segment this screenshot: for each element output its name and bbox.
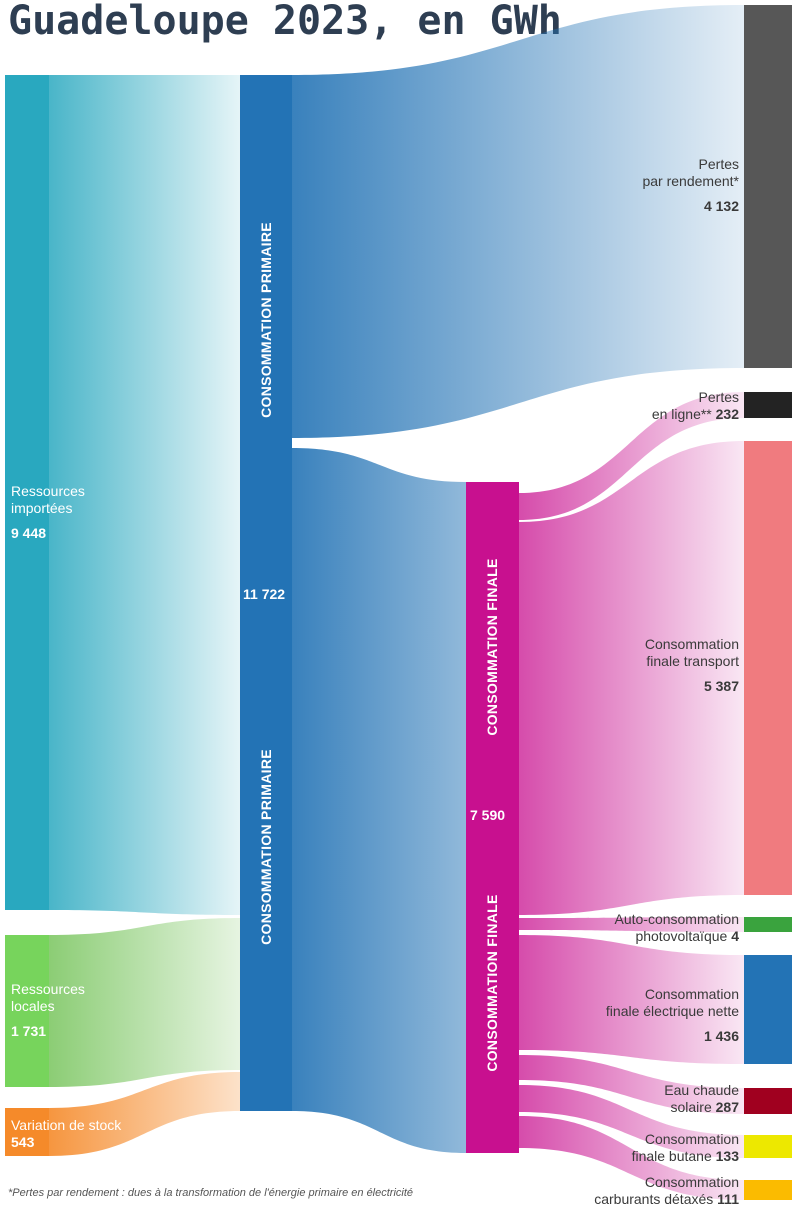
node-imported bbox=[5, 75, 49, 910]
value-imported: 9 448 bbox=[11, 525, 47, 541]
node-stock bbox=[5, 1108, 49, 1156]
label-carburants: Consommation carburants détaxés 111 bbox=[594, 1174, 739, 1207]
node-pv bbox=[744, 917, 792, 932]
flow-primary-pertes-rendement bbox=[292, 5, 744, 438]
label-pv: Auto-consommation photovoltaïque 4 bbox=[614, 911, 739, 944]
value-eau: 287 bbox=[715, 1099, 739, 1115]
label-local: Ressources locales 1 731 bbox=[11, 981, 85, 1039]
flow-final-pv bbox=[519, 917, 744, 932]
label-transport: Consommation finale transport 5 387 bbox=[644, 636, 739, 694]
node-pertes-ligne bbox=[744, 392, 792, 418]
value-pertes-rendement: 4 132 bbox=[703, 198, 739, 214]
label-imported: Ressources importées 9 448 bbox=[11, 483, 85, 541]
value-local: 1 731 bbox=[11, 1023, 47, 1039]
value-pv: 4 bbox=[731, 928, 739, 944]
final-label-bottom: CONSOMMATION FINALE bbox=[484, 894, 500, 1072]
flow-final-transport bbox=[519, 441, 744, 915]
label-stock: Variation de stock 543 bbox=[11, 1117, 122, 1150]
value-carburants: 111 bbox=[717, 1191, 739, 1207]
final-label-top: CONSOMMATION FINALE bbox=[484, 558, 500, 736]
node-carburants bbox=[744, 1180, 792, 1200]
node-elec bbox=[744, 955, 792, 1064]
label-pertes-rendement: Pertes par rendement* 4 132 bbox=[642, 156, 739, 214]
flow-final-carburants bbox=[519, 1116, 744, 1200]
node-local bbox=[5, 935, 49, 1087]
node-pertes-rendement bbox=[744, 5, 792, 368]
label-elec: Consommation finale électrique nette 1 4… bbox=[605, 986, 739, 1044]
flow-final-butane bbox=[519, 1085, 744, 1158]
node-butane bbox=[744, 1135, 792, 1158]
node-final bbox=[466, 482, 519, 1153]
primary-label-bottom: CONSOMMATION PRIMAIRE bbox=[258, 749, 274, 945]
node-transport bbox=[744, 441, 792, 895]
flow-primary-final bbox=[292, 448, 466, 1153]
value-stock: 543 bbox=[11, 1134, 35, 1150]
value-pertes-ligne: 232 bbox=[715, 406, 739, 422]
flow-imported-primary bbox=[49, 75, 240, 915]
flow-stock-primary bbox=[49, 1072, 240, 1156]
flow-final-pertes-ligne bbox=[519, 392, 744, 520]
value-elec: 1 436 bbox=[703, 1028, 739, 1044]
node-eau bbox=[744, 1088, 792, 1114]
node-primary bbox=[240, 75, 292, 1111]
value-primary: 11 722 bbox=[243, 586, 286, 602]
primary-label-top: CONSOMMATION PRIMAIRE bbox=[258, 222, 274, 418]
page-title: Guadeloupe 2023, en GWh bbox=[8, 0, 562, 44]
label-butane: Consommation finale butane 133 bbox=[631, 1131, 739, 1164]
value-final: 7 590 bbox=[470, 807, 506, 823]
label-pertes-ligne: Pertes en ligne** 232 bbox=[651, 389, 739, 422]
value-butane: 133 bbox=[715, 1148, 739, 1164]
flow-final-eau bbox=[519, 1055, 744, 1114]
flow-local-primary bbox=[49, 918, 240, 1087]
label-eau: Eau chaude solaire 287 bbox=[664, 1082, 739, 1115]
flow-final-elec bbox=[519, 935, 744, 1064]
footnote: *Pertes par rendement : dues à la transf… bbox=[8, 1187, 414, 1199]
value-transport: 5 387 bbox=[703, 678, 739, 694]
